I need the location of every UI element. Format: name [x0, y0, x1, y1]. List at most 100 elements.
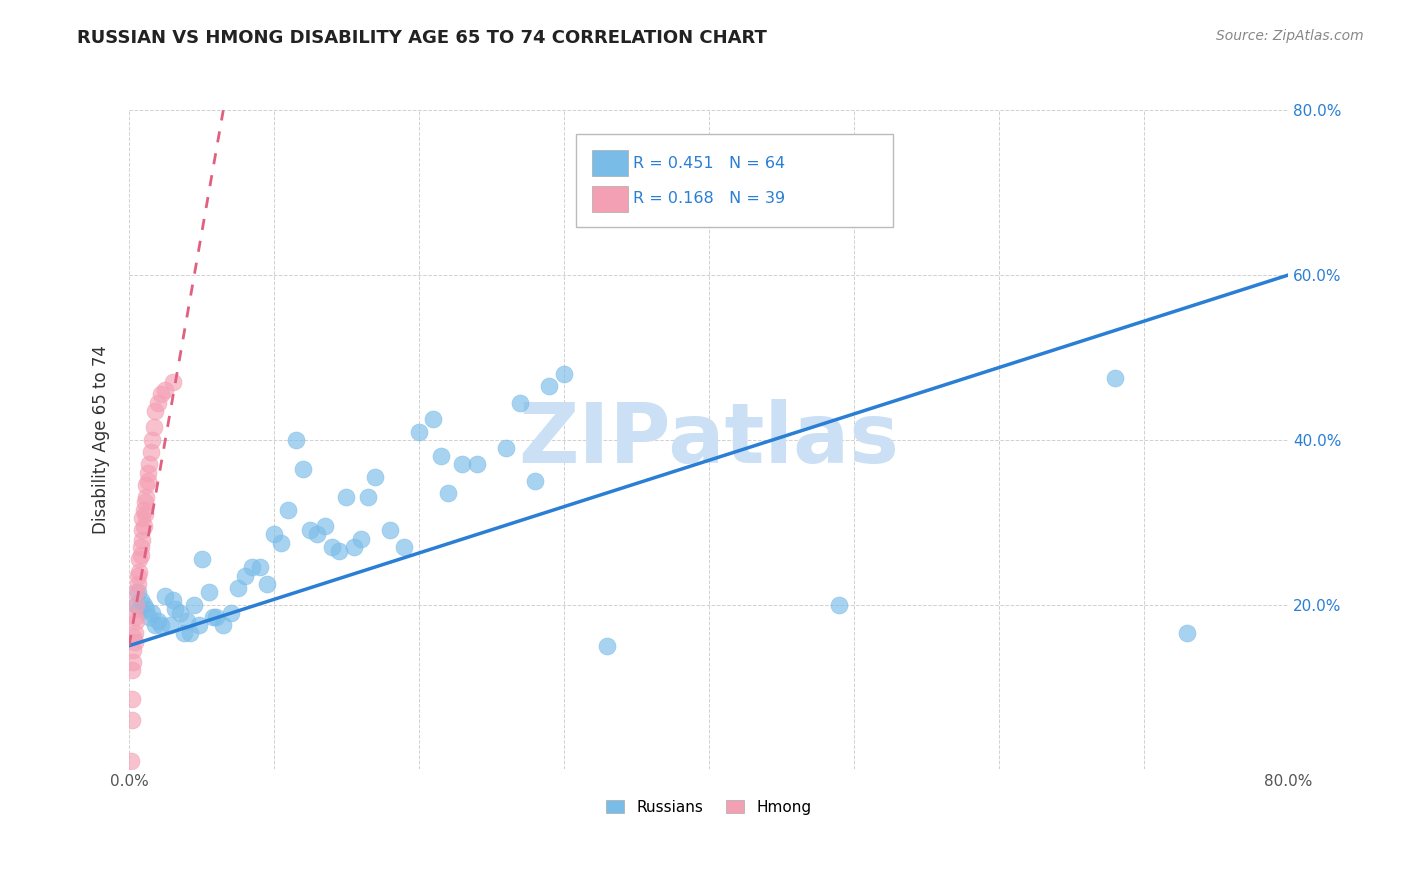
Point [162, 375, 184, 389]
Point [226, 581, 249, 595]
Point [136, 466, 159, 480]
Point [321, 540, 343, 554]
Point [357, 491, 380, 505]
Point [131, 533, 153, 548]
Point [149, 618, 172, 632]
Point [408, 425, 430, 439]
Point [378, 524, 401, 538]
Point [364, 470, 387, 484]
Point [263, 527, 285, 541]
Point [132, 519, 155, 533]
Point [155, 589, 177, 603]
Point [131, 524, 153, 538]
Point [135, 491, 157, 505]
Text: RUSSIAN VS HMONG DISABILITY AGE 65 TO 74 CORRELATION CHART: RUSSIAN VS HMONG DISABILITY AGE 65 TO 74… [77, 29, 768, 46]
Point [131, 511, 153, 525]
Point [1175, 626, 1198, 640]
Point [394, 540, 416, 554]
Point [233, 568, 256, 582]
Point [129, 540, 152, 554]
Point [169, 606, 191, 620]
Text: R = 0.168   N = 39: R = 0.168 N = 39 [633, 192, 785, 206]
Point [165, 601, 187, 615]
Point [187, 618, 209, 632]
Point [127, 568, 149, 582]
Point [122, 655, 145, 669]
Point [136, 474, 159, 488]
Point [270, 535, 292, 549]
Point [127, 577, 149, 591]
Point [129, 593, 152, 607]
Point [190, 552, 212, 566]
Point [129, 548, 152, 562]
Point [141, 606, 163, 620]
Point [284, 433, 307, 447]
Point [125, 598, 148, 612]
Point [135, 478, 157, 492]
Point [328, 544, 350, 558]
Point [143, 404, 166, 418]
Point [134, 507, 156, 521]
Point [142, 420, 165, 434]
Point [125, 585, 148, 599]
Point [124, 610, 146, 624]
Point [495, 441, 517, 455]
Point [350, 532, 373, 546]
Point [121, 692, 143, 706]
Point [465, 458, 488, 472]
Point [128, 601, 150, 615]
Point [538, 379, 561, 393]
Point [314, 519, 336, 533]
Legend: Russians, Hmong: Russians, Hmong [599, 794, 818, 821]
Point [437, 486, 460, 500]
Point [219, 606, 242, 620]
Point [240, 560, 263, 574]
Point [343, 540, 366, 554]
Point [149, 387, 172, 401]
Point [183, 598, 205, 612]
Point [127, 585, 149, 599]
Point [141, 433, 163, 447]
Point [523, 474, 546, 488]
Point [146, 395, 169, 409]
Point [212, 618, 235, 632]
Point [138, 458, 160, 472]
Point [335, 491, 357, 505]
Point [509, 395, 531, 409]
Point [159, 618, 181, 632]
Point [132, 598, 155, 612]
Text: R = 0.451   N = 64: R = 0.451 N = 64 [633, 156, 785, 170]
Point [277, 503, 299, 517]
Point [125, 598, 148, 612]
Point [307, 527, 329, 541]
Point [256, 577, 278, 591]
Point [124, 634, 146, 648]
Point [197, 585, 219, 599]
Point [138, 610, 160, 624]
Point [429, 449, 451, 463]
Point [1104, 371, 1126, 385]
Point [128, 552, 150, 566]
Point [128, 565, 150, 579]
Point [134, 494, 156, 508]
Point [176, 614, 198, 628]
Point [205, 610, 228, 624]
Point [146, 614, 169, 628]
Point [249, 560, 271, 574]
Y-axis label: Disability Age 65 to 74: Disability Age 65 to 74 [93, 345, 110, 534]
Point [125, 614, 148, 628]
Point [173, 626, 195, 640]
Point [122, 643, 145, 657]
Point [162, 593, 184, 607]
Point [422, 412, 444, 426]
Point [122, 631, 145, 645]
Point [179, 626, 201, 640]
Point [299, 524, 322, 538]
Point [135, 601, 157, 615]
Point [121, 664, 143, 678]
Text: Source: ZipAtlas.com: Source: ZipAtlas.com [1216, 29, 1364, 43]
Point [155, 384, 177, 398]
Text: ZIPatlas: ZIPatlas [519, 400, 900, 480]
Point [121, 713, 143, 727]
Point [132, 503, 155, 517]
